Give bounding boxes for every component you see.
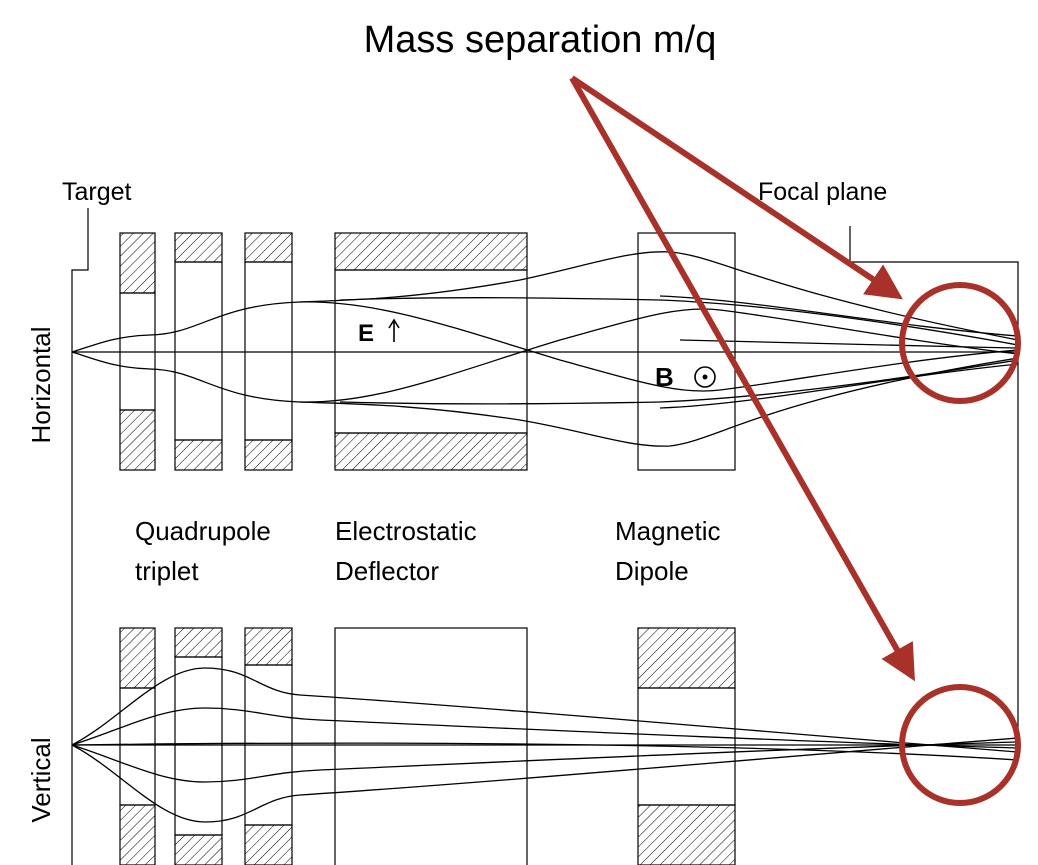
title: Mass separation m/q [364,19,717,61]
b-dot [702,374,708,380]
e-arrow [388,318,400,342]
component-label: Deflector [335,556,439,586]
component-label: Electrostatic [335,516,477,546]
component-label: Magnetic [615,516,721,546]
vertical-elements [119,627,736,865]
component-label: Quadrupole [135,516,271,546]
view-label: Horizontal [26,326,56,443]
vertical-trajectories [71,667,1019,823]
field-e: E [358,320,374,347]
target-label: Target [62,178,132,206]
component-label: triplet [135,556,199,586]
focal-plane-label: Focal plane [758,178,887,206]
field-b: B [655,362,674,392]
target-bracket [71,208,89,865]
component-label: Dipole [615,556,689,586]
b-symbol [694,366,716,388]
focal-bracket [849,226,1019,750]
view-label: Vertical [26,737,56,822]
horizontal-elements [119,232,736,471]
annotations [569,75,1021,806]
